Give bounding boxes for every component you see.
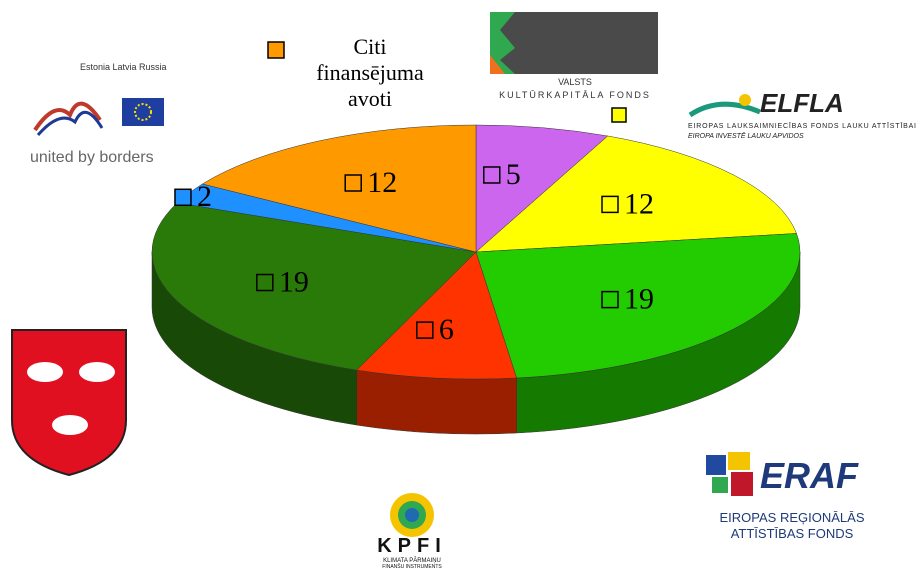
slice (475, 124, 609, 253)
label-marker (483, 166, 501, 184)
label-marker (256, 273, 274, 292)
logo-kpfi: KPFI KLIMATA PĀRMAIŅU FINANŠU INSTRUMENT… (377, 493, 447, 570)
data-label: 6 (439, 313, 454, 346)
logo-text: KPFI (377, 535, 447, 557)
slice (475, 135, 797, 253)
slice-side (356, 369, 517, 435)
logo-text: ATTĪSTĪBAS FONDS (731, 526, 854, 541)
logo-text: KULTŪRKAPITĀLA FONDS (499, 90, 651, 100)
slice (151, 202, 477, 371)
slice (356, 251, 517, 380)
logo-text: EIROPAS LAUKSAIMNIECĪBAS FONDS LAUKU ATT… (688, 122, 916, 130)
data-label: 5 (506, 158, 521, 191)
label-marker (601, 290, 619, 309)
logo-estlatrus: Estonia Latvia Russia united by borders (30, 62, 167, 166)
logo-text: EIROPAS REĢIONĀLĀS (720, 510, 865, 525)
logo-text: united by borders (30, 149, 154, 166)
logo-text: KLIMATA PĀRMAIŅU (383, 557, 441, 564)
slice (475, 233, 801, 379)
data-label: 12 (367, 166, 397, 199)
logo-vkf: VALSTS KULTŪRKAPITĀLA FONDS (490, 12, 658, 100)
label-marker (344, 174, 362, 192)
logo-text: ERAF (760, 455, 859, 496)
data-label: 19 (279, 265, 309, 298)
data-label: 2 (197, 180, 212, 213)
logo-text: VALSTS (558, 77, 592, 87)
logo-elfla: ELFLA EIROPAS LAUKSAIMNIECĪBAS FONDS LAU… (611, 88, 916, 140)
label-marker (416, 321, 434, 339)
logo-text: FINANŠU INSTRUMENTS (382, 563, 442, 570)
logo-text: EIROPA INVESTĒ LAUKU APVIDOS (688, 132, 804, 140)
legend-label: Citi finansējuma avoti (316, 34, 424, 111)
logo-text: Estonia Latvia Russia (80, 62, 167, 72)
logo-text: ELFLA (760, 88, 844, 118)
coat-of-arms (11, 329, 127, 477)
slice (201, 124, 477, 253)
data-label: 19 (624, 282, 654, 315)
logo-eraf: ERAF EIROPAS REĢIONĀLĀS ATTĪSTĪBAS FONDS (706, 452, 865, 541)
label-marker (174, 188, 192, 207)
legend-swatch (267, 41, 285, 59)
label-marker (601, 195, 619, 214)
data-label: 12 (624, 187, 654, 220)
